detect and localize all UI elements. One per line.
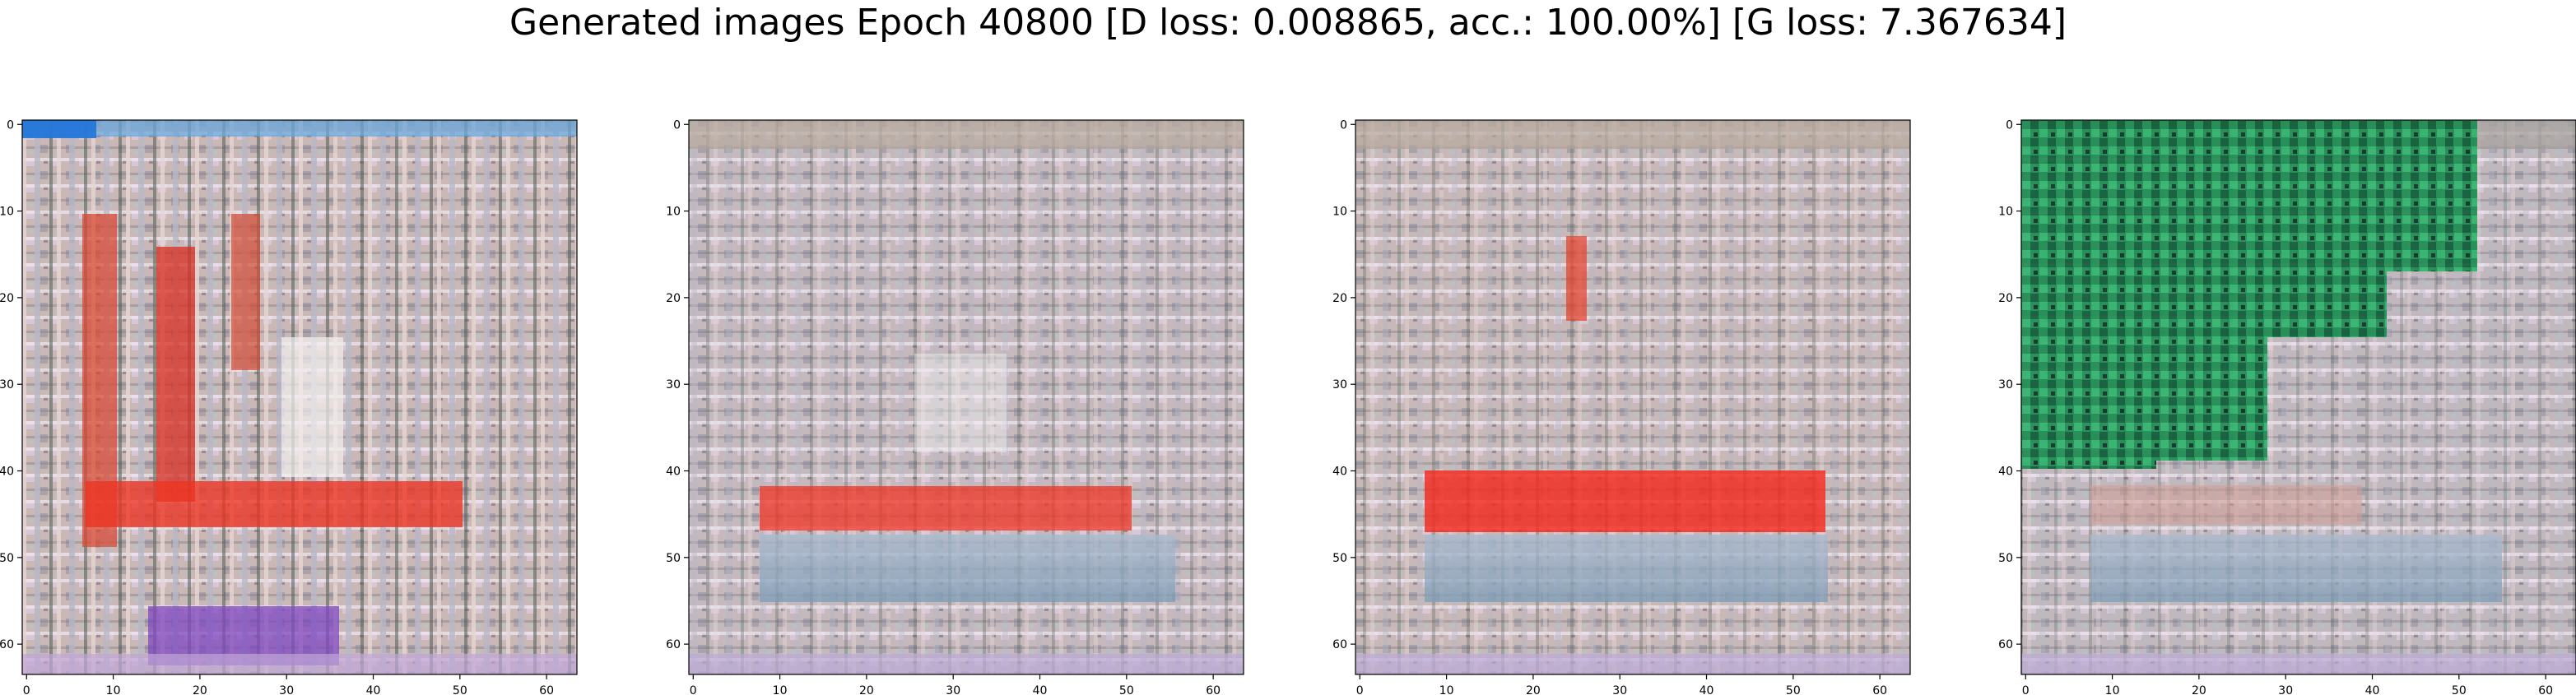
generated-image-3 <box>1355 120 1910 674</box>
x-tick-label-1-50: 50 <box>453 684 467 695</box>
y-tick-label-3-30: 30 <box>1332 378 1347 392</box>
x-tick-label-2-40: 40 <box>1033 684 1048 695</box>
x-tick-label-3-30: 30 <box>1612 684 1627 695</box>
y-tick-label-1-50: 50 <box>0 552 14 565</box>
y-tick-label-3-10: 10 <box>1332 206 1347 219</box>
x-tick-label-3-10: 10 <box>1439 684 1454 695</box>
y-tick-label-3-50: 50 <box>1332 552 1347 565</box>
x-tick-label-4-60: 60 <box>2538 684 2553 695</box>
y-tick-label-1-60: 60 <box>0 638 14 651</box>
panel-frame-3 <box>1355 119 1911 675</box>
panel-frame-4 <box>2020 119 2576 675</box>
figure-title: Generated images Epoch 40800 [D loss: 0.… <box>509 2 2067 44</box>
x-tick-label-3-60: 60 <box>1872 684 1887 695</box>
x-tick-label-1-10: 10 <box>106 684 121 695</box>
generated-image-4 <box>2021 120 2576 674</box>
y-tick-label-2-20: 20 <box>666 292 681 305</box>
y-tick-label-1-20: 20 <box>0 292 14 305</box>
x-tick-label-4-10: 10 <box>2105 684 2120 695</box>
x-tick-label-2-50: 50 <box>1119 684 1134 695</box>
x-tick-label-3-20: 20 <box>1526 684 1541 695</box>
y-tick-label-4-0: 0 <box>2006 118 2013 132</box>
x-tick-label-3-40: 40 <box>1700 684 1714 695</box>
x-tick-label-4-30: 30 <box>2278 684 2293 695</box>
x-tick-label-4-0: 0 <box>2022 684 2030 695</box>
y-tick-label-1-0: 0 <box>7 118 14 132</box>
x-tick-label-2-30: 30 <box>946 684 960 695</box>
y-tick-label-1-30: 30 <box>0 378 14 392</box>
generated-image-1 <box>22 120 577 674</box>
x-tick-label-1-20: 20 <box>193 684 207 695</box>
y-tick-label-3-20: 20 <box>1332 292 1347 305</box>
y-tick-label-2-40: 40 <box>666 466 681 479</box>
x-tick-label-2-20: 20 <box>859 684 874 695</box>
x-tick-label-2-60: 60 <box>1206 684 1221 695</box>
y-tick-label-3-60: 60 <box>1332 638 1347 651</box>
axis-ticks: 0 10 20 30 40 50 60 0 10 20 30 40 50 60 0 10 20 30 40 50 60 0… <box>0 118 2553 695</box>
x-tick-label-1-0: 0 <box>23 684 30 695</box>
y-tick-label-4-50: 50 <box>1998 552 2013 565</box>
y-tick-label-2-10: 10 <box>666 206 681 219</box>
y-tick-label-1-40: 40 <box>0 466 14 479</box>
x-tick-label-1-30: 30 <box>279 684 294 695</box>
generated-image-2 <box>689 120 1244 674</box>
y-tick-label-1-10: 10 <box>0 206 14 219</box>
y-tick-label-3-0: 0 <box>1340 118 1347 132</box>
y-tick-label-3-40: 40 <box>1332 466 1347 479</box>
x-tick-label-3-0: 0 <box>1356 684 1364 695</box>
panel-frame-2 <box>688 119 1244 675</box>
y-tick-label-2-60: 60 <box>666 638 681 651</box>
x-tick-label-4-20: 20 <box>2192 684 2206 695</box>
x-tick-label-4-50: 50 <box>2452 684 2467 695</box>
y-tick-label-2-0: 0 <box>673 118 681 132</box>
x-tick-label-3-50: 50 <box>1786 684 1801 695</box>
panel-frame-1 <box>21 119 578 675</box>
y-tick-label-2-50: 50 <box>666 552 681 565</box>
y-tick-label-4-60: 60 <box>1998 638 2013 651</box>
y-tick-label-4-40: 40 <box>1998 466 2013 479</box>
x-tick-label-1-60: 60 <box>539 684 554 695</box>
y-tick-label-4-10: 10 <box>1998 206 2013 219</box>
y-tick-label-4-20: 20 <box>1998 292 2013 305</box>
x-tick-label-4-40: 40 <box>2365 684 2380 695</box>
y-tick-label-2-30: 30 <box>666 378 681 392</box>
x-tick-label-2-10: 10 <box>773 684 788 695</box>
x-tick-label-2-0: 0 <box>690 684 697 695</box>
y-tick-label-4-30: 30 <box>1998 378 2013 392</box>
x-tick-label-1-40: 40 <box>366 684 381 695</box>
